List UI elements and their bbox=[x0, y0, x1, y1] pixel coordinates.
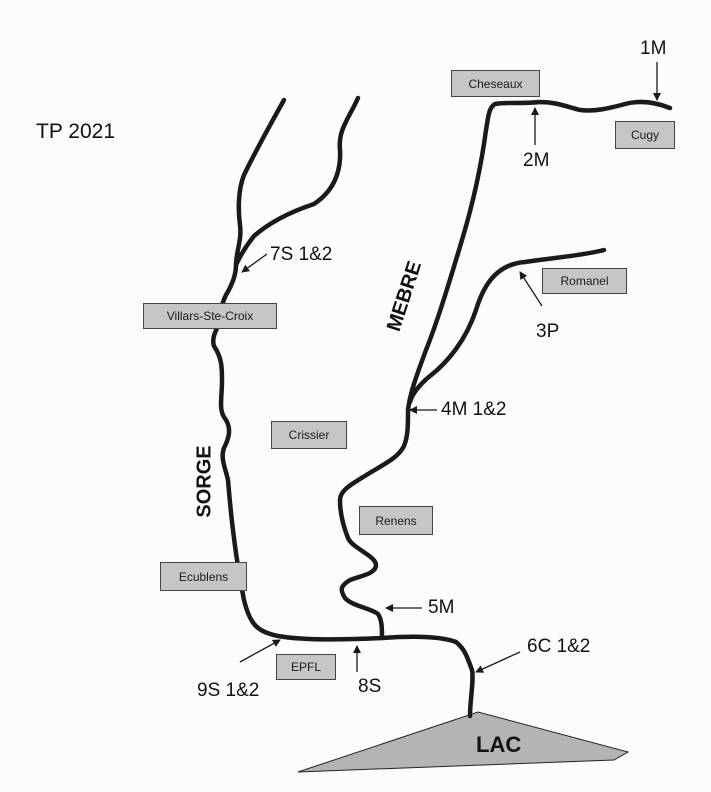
site-label-3p: 3P bbox=[536, 321, 560, 342]
site-label-8s: 8S bbox=[358, 676, 382, 697]
site-arrow-6c bbox=[475, 651, 521, 673]
place-epfl: EPFL bbox=[276, 654, 336, 680]
site-label-5m: 5M bbox=[428, 597, 455, 618]
site-arrow-3p bbox=[519, 271, 543, 307]
site-arrow-7s bbox=[241, 253, 268, 273]
site-label-9s: 9S 1&2 bbox=[197, 680, 260, 701]
sorge-tributary bbox=[233, 95, 361, 268]
place-ecublens: Ecublens bbox=[160, 562, 247, 591]
lake-label: LAC bbox=[476, 732, 522, 757]
place-cugy: Cugy bbox=[615, 121, 675, 149]
place-cheseaux: Cheseaux bbox=[451, 70, 540, 97]
river-label-sorge: SORGE bbox=[193, 445, 216, 518]
site-label-7s: 7S 1&2 bbox=[270, 244, 333, 265]
site-label-4m: 4M 1&2 bbox=[441, 399, 507, 420]
site-label-6c: 6C 1&2 bbox=[527, 636, 591, 657]
lake-shape bbox=[297, 711, 630, 773]
sorge-river bbox=[210, 97, 475, 719]
map-title: TP 2021 bbox=[36, 120, 116, 143]
place-crissier: Crissier bbox=[271, 421, 347, 449]
place-romanel: Romanel bbox=[542, 268, 627, 294]
site-arrow-9s bbox=[239, 639, 281, 663]
site-label-2m: 2M bbox=[523, 150, 550, 171]
mebre-tributary bbox=[407, 247, 607, 405]
mebre-river bbox=[337, 99, 673, 641]
place-villars-ste-croix: Villars-Ste-Croix bbox=[143, 303, 277, 329]
site-label-1m: 1M bbox=[640, 38, 667, 59]
place-renens: Renens bbox=[359, 506, 433, 535]
